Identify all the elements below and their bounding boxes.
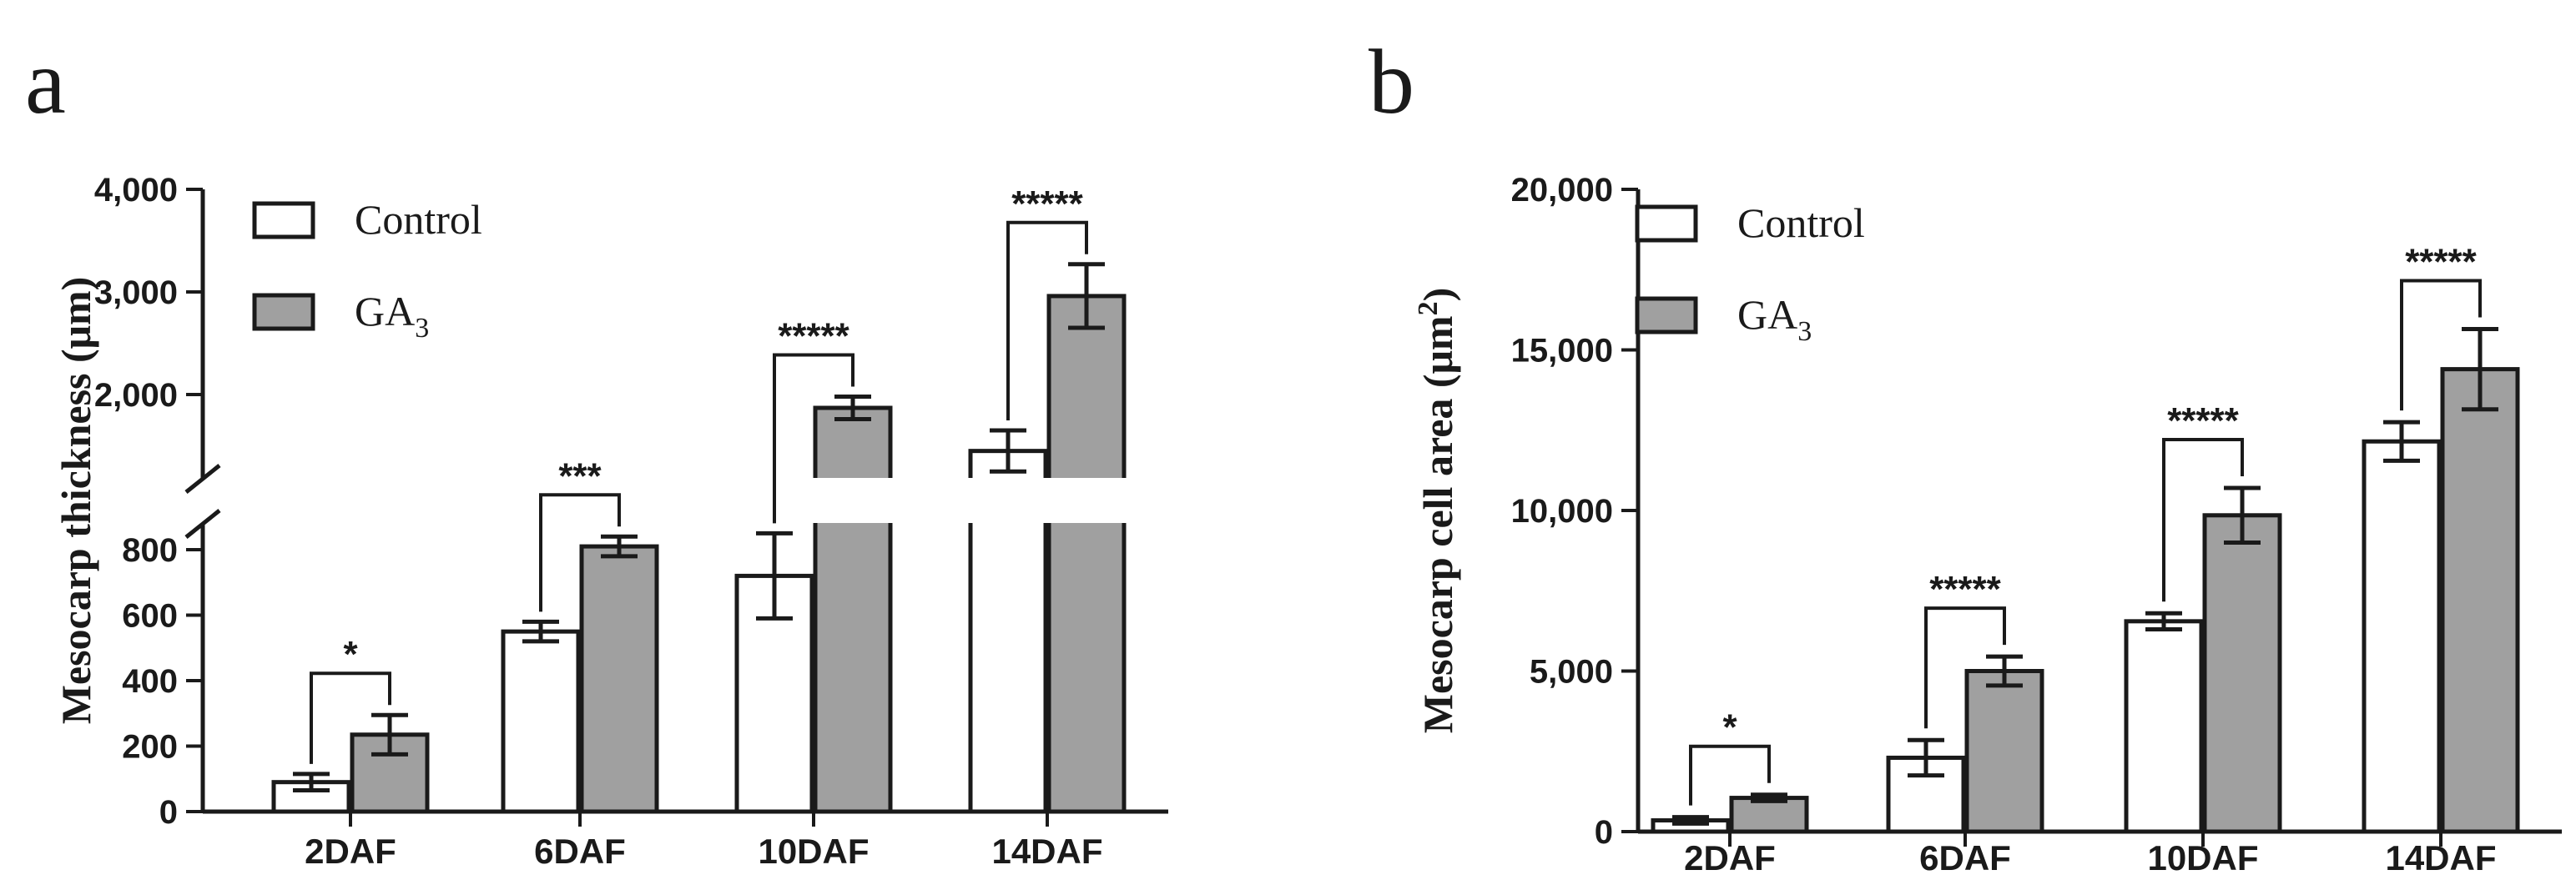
panel-b-sig-1-label: *****	[1929, 569, 2001, 610]
panel-b-sig-1-bracket	[1924, 606, 2006, 729]
panel-b-bar-control-3	[2362, 439, 2442, 834]
panel-a-sig-2-label: *****	[778, 315, 849, 356]
panel-a-sig-0-label: *	[343, 634, 358, 675]
panel-a-category-0: 2DAF	[305, 832, 396, 871]
panel-a-category-2: 10DAF	[758, 832, 869, 871]
panel-b-legend-label-control: Control	[1737, 199, 1865, 246]
panel-b-legend-label-ga3: GA3	[1737, 291, 1812, 347]
panel-b-sig-0-label: *	[1722, 707, 1737, 748]
panel-b-category-0: 2DAF	[1684, 838, 1776, 877]
panel-a-bar-control-0	[271, 780, 351, 814]
panel-b-ytick-label-3: 15,000	[1511, 333, 1613, 370]
panel-a-break-gap-2	[730, 478, 897, 523]
panel-a-ytick-label-lower-2: 400	[122, 663, 178, 700]
panel-a-ytick-label-lower-4: 800	[122, 532, 178, 569]
panel-a-bar-ga3-2	[813, 405, 893, 814]
panel-b-legend-ga3-main: GA	[1737, 291, 1797, 338]
panel-a: a Mesocarp thickness (μm) 0 200 400 600 800 2,0…	[25, 31, 1168, 871]
panel-a-sig-1-label: ***	[558, 455, 602, 496]
panel-a-break-gap-3	[964, 478, 1131, 523]
panel-a-axis-break-top	[184, 464, 221, 494]
panel-b-category-3: 14DAF	[2385, 838, 2496, 877]
panel-b-legend-swatch-control	[1635, 204, 1698, 243]
panel-a-sig-1-bracket	[539, 493, 621, 612]
panel-b-category-2: 10DAF	[2147, 838, 2258, 877]
panel-a-ytick-label-lower-1: 200	[122, 729, 178, 766]
panel-a-ytick-label-upper-0: 2,000	[94, 377, 178, 414]
panel-a-ytick-label-lower-0: 0	[159, 794, 178, 831]
panel-a-bar-ga3-1	[579, 544, 659, 814]
panel-b-ytick-label-1: 5,000	[1530, 654, 1613, 691]
panel-b-ylabel-sup: 2	[1413, 301, 1444, 315]
panel-a-legend-label-control: Control	[355, 196, 482, 243]
panel-b-ytick-label-4: 20,000	[1511, 172, 1613, 209]
panel-a-bar-control-1	[501, 629, 581, 814]
panel-a-sig-3-bracket	[1006, 220, 1088, 421]
panel-b-bar-ga3-0	[1729, 796, 1809, 834]
panel-b-sig-2-label: *****	[2167, 400, 2239, 441]
panel-a-ytick-label-upper-1: 3,000	[94, 274, 178, 311]
panel-a-bar-ga3-0	[350, 732, 430, 814]
panel-b-letter: b	[1369, 31, 1414, 133]
panel-a-bar-ga3-3	[1046, 294, 1127, 814]
panel-a-sig-2-bracket	[773, 353, 854, 524]
panel-b-ylabel-close: )	[1414, 288, 1461, 302]
panel-b-bar-ga3-1	[1964, 669, 2044, 834]
panel-b-bar-ga3-3	[2440, 367, 2520, 834]
panel-b-ytick-label-0: 0	[1595, 814, 1613, 851]
panel-a-legend-swatch-control	[252, 201, 315, 239]
panel-b-bar-control-2	[2124, 619, 2204, 834]
panel-b-sig-0-bracket	[1689, 744, 1771, 806]
panel-a-category-1: 6DAF	[534, 832, 626, 871]
panel-a-sig-3-label: *****	[1011, 184, 1083, 224]
panel-b: b Mesocarp cell area (μm2) 0 5,000 10,000 15,…	[1369, 31, 2562, 877]
panel-b-sig-2-bracket	[2162, 438, 2244, 602]
panel-b-legend-swatch-ga3	[1635, 296, 1698, 334]
panel-a-legend-ga3-sub: 3	[415, 313, 429, 344]
panel-b-legend-ga3-sub: 3	[1797, 316, 1812, 347]
panel-a-axis-break-bottom	[184, 509, 221, 539]
panel-a-letter: a	[25, 31, 66, 133]
panel-b-bar-ga3-2	[2202, 513, 2282, 834]
panel-b-ylabel-main: Mesocarp cell area (μm	[1414, 315, 1461, 733]
panel-b-ytick-label-2: 10,000	[1511, 493, 1613, 530]
panel-a-legend-ga3-main: GA	[355, 288, 415, 334]
panel-b-sig-3-bracket	[2400, 279, 2482, 411]
panel-b-sig-3-label: *****	[2405, 241, 2477, 282]
panel-b-ylabel: Mesocarp cell area (μm2)	[1413, 288, 1461, 734]
panel-a-ytick-label-upper-2: 4,000	[94, 172, 178, 209]
panel-a-legend-label-ga3: GA3	[355, 288, 429, 344]
panel-a-ylabel: Mesocarp thickness (μm)	[53, 277, 99, 725]
panel-a-sig-0-bracket	[310, 671, 391, 764]
panel-a-legend-swatch-ga3	[252, 293, 315, 331]
panel-a-ytick-label-lower-3: 600	[122, 598, 178, 635]
panel-b-category-1: 6DAF	[1919, 838, 2011, 877]
panel-a-category-3: 14DAF	[991, 832, 1102, 871]
